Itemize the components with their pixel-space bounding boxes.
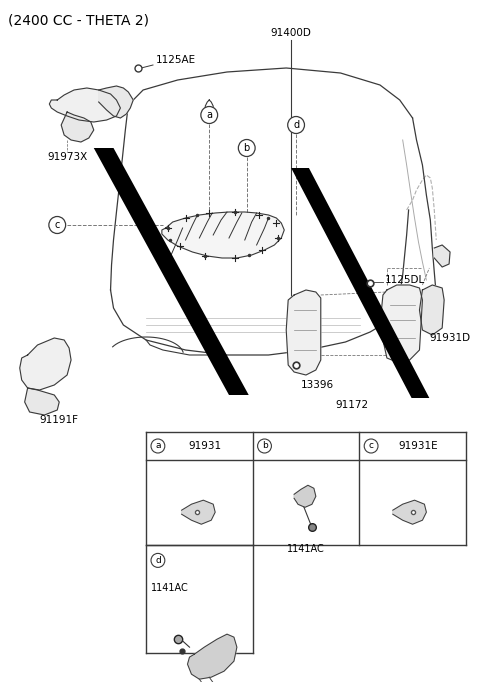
Polygon shape bbox=[291, 168, 429, 398]
Polygon shape bbox=[381, 285, 422, 362]
Circle shape bbox=[288, 117, 304, 134]
Text: 91931E: 91931E bbox=[398, 441, 438, 451]
Polygon shape bbox=[188, 634, 237, 679]
Text: 1125AE: 1125AE bbox=[156, 55, 196, 65]
Polygon shape bbox=[94, 148, 249, 395]
Polygon shape bbox=[162, 212, 284, 258]
Text: 91973X: 91973X bbox=[47, 152, 87, 162]
Text: c: c bbox=[369, 441, 373, 451]
Text: 91931D: 91931D bbox=[429, 333, 470, 343]
Text: 1125DL: 1125DL bbox=[385, 275, 425, 285]
Text: c: c bbox=[55, 220, 60, 230]
Circle shape bbox=[364, 439, 378, 453]
Circle shape bbox=[239, 140, 255, 156]
Text: a: a bbox=[155, 441, 161, 451]
Text: 1141AC: 1141AC bbox=[287, 544, 325, 554]
Text: a: a bbox=[206, 110, 212, 120]
Circle shape bbox=[201, 106, 217, 123]
Polygon shape bbox=[294, 486, 316, 507]
Polygon shape bbox=[49, 88, 120, 122]
Text: b: b bbox=[262, 441, 267, 451]
Polygon shape bbox=[61, 112, 94, 142]
Polygon shape bbox=[420, 285, 444, 335]
Polygon shape bbox=[393, 500, 426, 524]
Text: d: d bbox=[155, 556, 161, 565]
Text: 91191F: 91191F bbox=[40, 415, 79, 425]
Text: 91172: 91172 bbox=[336, 400, 369, 410]
Polygon shape bbox=[24, 388, 59, 415]
Circle shape bbox=[258, 439, 271, 453]
Text: d: d bbox=[293, 120, 299, 130]
Polygon shape bbox=[99, 86, 133, 118]
Text: 91400D: 91400D bbox=[271, 28, 312, 38]
Polygon shape bbox=[181, 500, 215, 524]
Text: 91931: 91931 bbox=[188, 441, 221, 451]
Polygon shape bbox=[434, 245, 450, 267]
Polygon shape bbox=[286, 290, 321, 375]
Polygon shape bbox=[20, 338, 71, 390]
Text: 13396: 13396 bbox=[301, 380, 334, 390]
Circle shape bbox=[151, 553, 165, 567]
Circle shape bbox=[49, 216, 66, 233]
Text: b: b bbox=[244, 143, 250, 153]
Text: (2400 CC - THETA 2): (2400 CC - THETA 2) bbox=[8, 14, 149, 28]
Text: 1141AC: 1141AC bbox=[151, 583, 189, 593]
Circle shape bbox=[151, 439, 165, 453]
